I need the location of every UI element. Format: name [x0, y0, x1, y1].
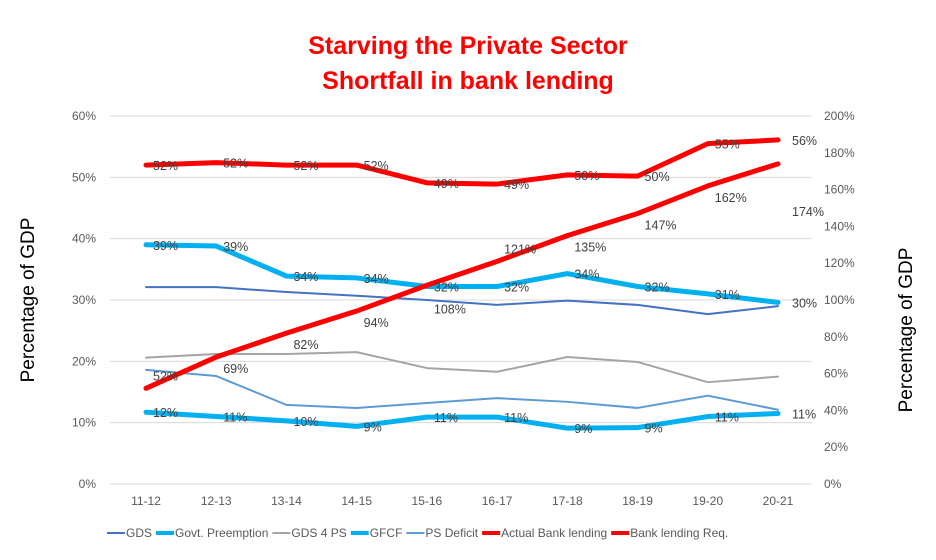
- data-label: 34%: [364, 272, 389, 286]
- data-label: 52%: [293, 159, 318, 173]
- y2-tick-label: 160%: [824, 183, 855, 197]
- series-line-ps-deficit: [145, 368, 779, 411]
- y-tick-label: 50%: [72, 170, 96, 184]
- data-label: 82%: [293, 338, 318, 352]
- legend-label: Bank lending Req.: [630, 526, 728, 540]
- y-tick-label: 0%: [79, 477, 97, 491]
- data-label: 9%: [364, 420, 382, 434]
- data-label: 11%: [715, 411, 739, 425]
- data-label: 56%: [792, 134, 817, 148]
- x-tick-label: 16-17: [482, 494, 513, 508]
- data-label: 94%: [364, 316, 389, 330]
- data-label: 49%: [434, 177, 459, 191]
- data-label: 9%: [645, 422, 663, 436]
- x-tick-label: 12-13: [201, 494, 232, 508]
- data-label: 69%: [223, 362, 248, 376]
- data-label: 52%: [153, 369, 178, 383]
- y2-axis-label: Percentage of GDP: [896, 248, 917, 413]
- data-label: 55%: [715, 138, 740, 152]
- data-label: 174%: [792, 205, 824, 219]
- data-label: 31%: [715, 288, 740, 302]
- data-label: 39%: [153, 239, 178, 253]
- data-label: 32%: [645, 281, 670, 295]
- y2-tick-label: 40%: [824, 403, 848, 417]
- data-label: 34%: [574, 268, 599, 282]
- x-tick-label: 17-18: [552, 494, 583, 508]
- data-label: 108%: [434, 302, 466, 316]
- y2-tick-label: 60%: [824, 367, 848, 381]
- y-tick-label: 30%: [72, 293, 96, 307]
- legend-label: Govt. Preemption: [175, 526, 268, 540]
- y2-tick-label: 140%: [824, 219, 855, 233]
- data-label: 12%: [153, 406, 178, 420]
- x-tick-label: 11-12: [131, 494, 161, 508]
- x-tick-label: 13-14: [271, 494, 302, 508]
- data-label: 32%: [504, 281, 529, 295]
- legend-label: PS Deficit: [425, 526, 478, 540]
- data-label: 162%: [715, 191, 747, 205]
- x-tick-label: 18-19: [622, 494, 653, 508]
- data-label: 11%: [792, 407, 816, 421]
- y-tick-label: 20%: [72, 354, 96, 368]
- series-line-gds-4-ps: [145, 351, 779, 384]
- data-label: 11%: [223, 411, 247, 425]
- data-label: 49%: [504, 178, 529, 192]
- data-label: 52%: [223, 157, 248, 171]
- data-label: 147%: [645, 219, 677, 233]
- x-tick-label: 14-15: [341, 494, 372, 508]
- y2-tick-label: 120%: [824, 256, 855, 270]
- x-tick-label: 19-20: [692, 494, 723, 508]
- y-tick-label: 60%: [72, 109, 96, 123]
- x-tick-label: 20-21: [763, 494, 794, 508]
- series-line-govt-preemption: [143, 242, 781, 305]
- y2-tick-label: 80%: [824, 330, 848, 344]
- data-label: 11%: [504, 411, 528, 425]
- legend-label: Actual Bank lending: [501, 526, 607, 540]
- data-label: 50%: [574, 169, 599, 183]
- data-label: 9%: [574, 422, 592, 436]
- x-tick-label: 15-16: [412, 494, 443, 508]
- data-label: 39%: [223, 240, 248, 254]
- data-label: 10%: [293, 415, 318, 429]
- data-label: 121%: [504, 242, 536, 256]
- chart-title-line2: Shortfall in bank lending: [322, 67, 614, 95]
- data-label: 11%: [434, 411, 458, 425]
- y-tick-label: 40%: [72, 232, 96, 246]
- series-line-gfcf: [143, 409, 781, 431]
- legend-label: GDS: [126, 526, 152, 540]
- data-label: 135%: [574, 241, 606, 255]
- data-label: 30%: [792, 296, 817, 310]
- data-label: 34%: [293, 270, 318, 284]
- series-line-actual-bank-lending: [143, 137, 781, 187]
- y2-tick-label: 200%: [824, 109, 855, 123]
- y2-tick-label: 100%: [824, 293, 855, 307]
- y2-tick-label: 20%: [824, 440, 848, 454]
- legend-label: GDS 4 PS: [291, 526, 346, 540]
- data-label: 50%: [645, 170, 670, 184]
- y-axis-label: Percentage of GDP: [18, 218, 39, 383]
- series-line-bank-lending-req-: [143, 161, 781, 391]
- y2-tick-label: 180%: [824, 146, 855, 160]
- legend-label: GFCF: [370, 526, 403, 540]
- data-label: 52%: [364, 159, 389, 173]
- data-label: 32%: [434, 281, 459, 295]
- y2-tick-label: 0%: [824, 477, 842, 491]
- data-label: 52%: [153, 159, 178, 173]
- chart-title-line1: Starving the Private Sector: [308, 32, 628, 60]
- y-tick-label: 10%: [72, 416, 96, 430]
- series-line-gds: [145, 286, 779, 316]
